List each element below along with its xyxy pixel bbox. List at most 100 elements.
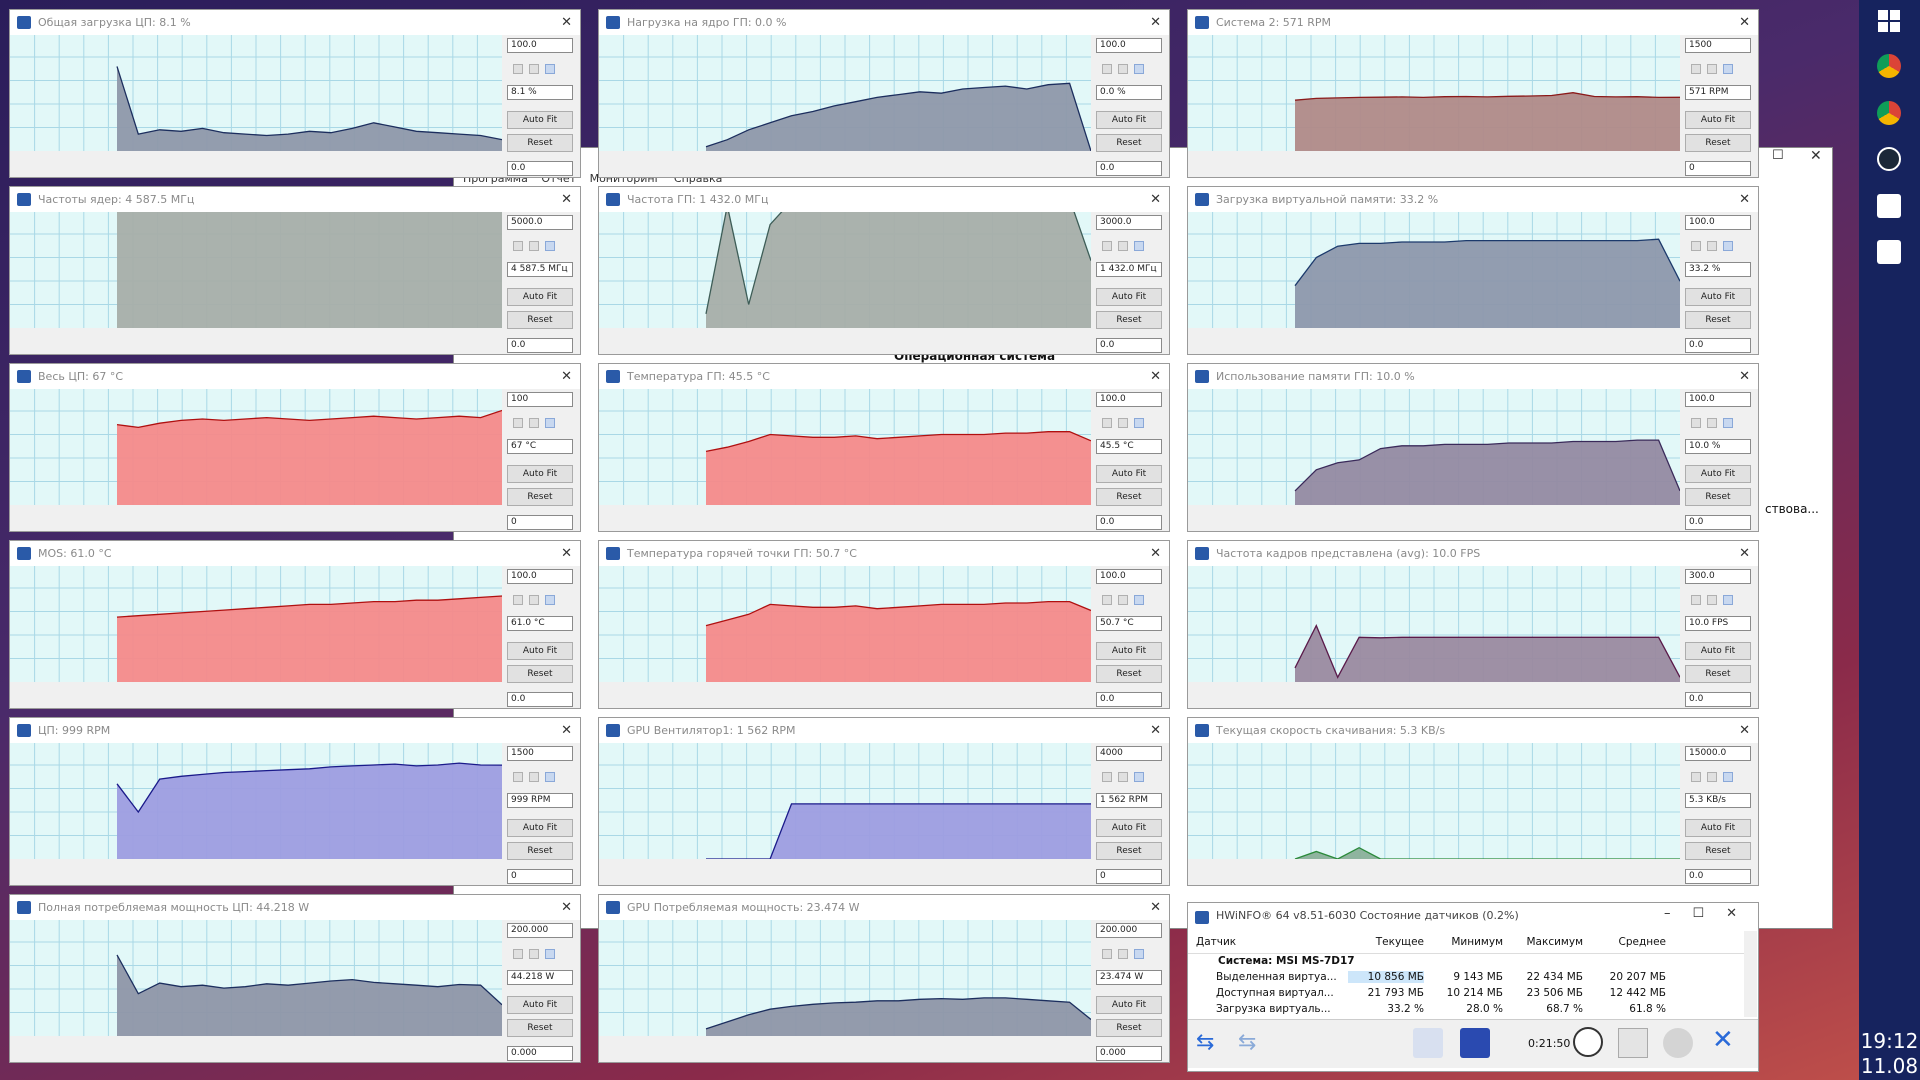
reset-button[interactable]: Reset (1685, 488, 1751, 506)
scale-min: 0.0 (507, 692, 573, 707)
close-button[interactable]: ✕ (1739, 369, 1750, 384)
graph-area (117, 66, 502, 151)
sensor-button[interactable] (1460, 1028, 1490, 1058)
chrome-icon[interactable] (1877, 54, 1901, 78)
app-icon (17, 370, 31, 383)
graph-window: GPU Вентилятор1: 1 562 RPM ✕ 4000 1 562 RPM… (598, 717, 1170, 886)
nav-button[interactable]: ⇆ (1196, 1030, 1215, 1055)
timer: 0:21:50 (1528, 1037, 1571, 1050)
window-title: Система 2: 571 RPM (1216, 16, 1332, 29)
reset-button[interactable]: Reset (507, 1019, 573, 1037)
chrome-icon[interactable] (1877, 101, 1901, 125)
close-button[interactable]: ✕ (1150, 546, 1161, 561)
close-button[interactable]: ✕ (1739, 546, 1750, 561)
current-value: 571 RPM (1685, 85, 1751, 100)
auto-fit-button[interactable]: Auto Fit (1096, 819, 1162, 837)
sensor-row: Доступная виртуал... 21 793 МБ 10 214 МБ 23… (1188, 987, 1744, 1002)
close-button[interactable]: ✕ (1739, 192, 1750, 207)
clock-button[interactable] (1573, 1027, 1603, 1057)
reset-button[interactable]: Reset (1096, 842, 1162, 860)
window-controls[interactable]: –☐✕ (1664, 906, 1760, 921)
auto-fit-button[interactable]: Auto Fit (1685, 465, 1751, 483)
graph-area (117, 410, 502, 505)
current-value: 61.0 °C (507, 616, 573, 631)
auto-fit-button[interactable]: Auto Fit (507, 996, 573, 1014)
hwinfo-icon[interactable] (1877, 194, 1901, 218)
sensor-name: Выделенная виртуа... (1216, 971, 1337, 983)
steam-icon[interactable] (1877, 147, 1901, 171)
app-icon (1195, 193, 1209, 206)
close-button[interactable]: ✕ (561, 546, 572, 561)
reset-button[interactable]: Reset (507, 665, 573, 683)
window-title: Весь ЦП: 67 °C (38, 370, 124, 383)
sensor-value: 20 207 МБ (1609, 971, 1666, 983)
current-value: 33.2 % (1685, 262, 1751, 277)
column-header: Среднее (1618, 936, 1666, 948)
graph-area (1295, 92, 1680, 151)
auto-fit-button[interactable]: Auto Fit (507, 111, 573, 129)
reset-button[interactable]: Reset (1685, 134, 1751, 152)
close-button[interactable]: ✕ (561, 15, 572, 30)
checkbox (545, 241, 555, 251)
column-header: Датчик (1196, 936, 1237, 948)
close-button[interactable]: ✕ (1712, 1025, 1734, 1055)
close-button[interactable]: ✕ (1150, 15, 1161, 30)
reset-button[interactable]: Reset (1685, 665, 1751, 683)
close-button[interactable]: ✕ (1739, 723, 1750, 738)
scale-max: 300.0 (1685, 569, 1751, 584)
graph-area (1295, 239, 1680, 328)
reset-button[interactable]: Reset (507, 311, 573, 329)
auto-fit-button[interactable]: Auto Fit (1685, 642, 1751, 660)
sensor-value: 61.8 % (1629, 1003, 1666, 1015)
sensor-value: 22 434 МБ (1526, 971, 1583, 983)
reset-button[interactable]: Reset (1685, 842, 1751, 860)
auto-fit-button[interactable]: Auto Fit (1096, 642, 1162, 660)
auto-fit-button[interactable]: Auto Fit (507, 288, 573, 306)
reset-button[interactable]: Reset (507, 488, 573, 506)
close-button[interactable]: ✕ (561, 900, 572, 915)
reset-button[interactable]: Reset (1096, 311, 1162, 329)
close-button[interactable]: ✕ (561, 192, 572, 207)
checkbox (545, 64, 555, 74)
report-button[interactable] (1618, 1028, 1648, 1058)
close-button[interactable]: ✕ (1810, 148, 1822, 164)
close-button[interactable]: ✕ (561, 723, 572, 738)
auto-fit-button[interactable]: Auto Fit (1096, 111, 1162, 129)
close-button[interactable]: ✕ (1739, 15, 1750, 30)
reset-button[interactable]: Reset (1685, 311, 1751, 329)
reset-button[interactable]: Reset (1096, 134, 1162, 152)
scale-max: 4000 (1096, 746, 1162, 761)
close-button[interactable]: ✕ (1150, 192, 1161, 207)
auto-fit-button[interactable]: Auto Fit (507, 819, 573, 837)
checkbox (1102, 772, 1112, 782)
network-button[interactable] (1413, 1028, 1443, 1058)
column-header: Текущее (1375, 936, 1424, 948)
auto-fit-button[interactable]: Auto Fit (507, 465, 573, 483)
auto-fit-button[interactable]: Auto Fit (1096, 996, 1162, 1014)
app-icon (606, 370, 620, 383)
settings-button[interactable] (1663, 1028, 1693, 1058)
close-button[interactable]: ✕ (1150, 369, 1161, 384)
nav-button[interactable]: ⇆ (1238, 1030, 1257, 1055)
auto-fit-button[interactable]: Auto Fit (1685, 288, 1751, 306)
close-button[interactable]: ✕ (1150, 723, 1161, 738)
auto-fit-button[interactable]: Auto Fit (1685, 819, 1751, 837)
reset-button[interactable]: Reset (1096, 665, 1162, 683)
reset-button[interactable]: Reset (507, 842, 573, 860)
reset-button[interactable]: Reset (507, 134, 573, 152)
sensor-value: 9 143 МБ (1453, 971, 1503, 983)
current-value: 10.0 FPS (1685, 616, 1751, 631)
checkbox (1707, 772, 1717, 782)
hwinfo-icon[interactable] (1877, 240, 1901, 264)
maximize-button[interactable]: ☐ (1772, 148, 1784, 163)
close-button[interactable]: ✕ (561, 369, 572, 384)
auto-fit-button[interactable]: Auto Fit (1096, 288, 1162, 306)
auto-fit-button[interactable]: Auto Fit (507, 642, 573, 660)
close-button[interactable]: ✕ (1150, 900, 1161, 915)
auto-fit-button[interactable]: Auto Fit (1685, 111, 1751, 129)
start-button[interactable] (1878, 10, 1900, 32)
reset-button[interactable]: Reset (1096, 1019, 1162, 1037)
auto-fit-button[interactable]: Auto Fit (1096, 465, 1162, 483)
reset-button[interactable]: Reset (1096, 488, 1162, 506)
